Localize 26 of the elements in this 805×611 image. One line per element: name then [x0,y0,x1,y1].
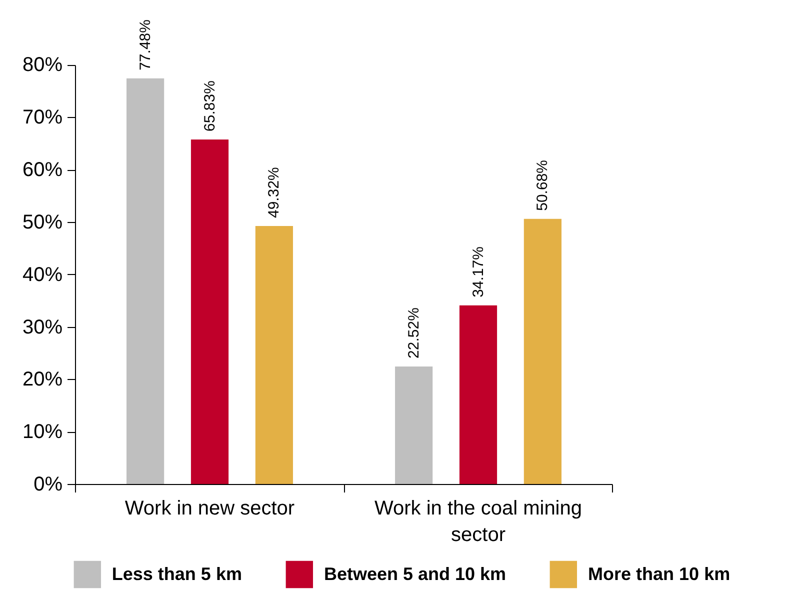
y-tick-label: 80% [22,54,63,76]
y-tick-label: 40% [22,264,63,286]
data-label: 65.83% [201,80,218,132]
y-tick-label: 20% [22,368,63,391]
data-label: 22.52% [405,308,422,358]
y-tick-label: 30% [22,316,63,338]
y-tick-label: 70% [22,106,63,129]
bar [126,78,164,484]
x-tick-label: Work in new sector [124,498,295,520]
y-tick-label: 10% [22,421,63,444]
bar [524,218,562,484]
bar [190,139,229,484]
data-label: 77.48% [136,20,154,70]
legend-label: More than 10 km [588,564,730,584]
bar [255,226,293,484]
y-tick-label: 60% [22,159,63,182]
data-label: 34.17% [470,246,487,298]
y-tick-label: 50% [22,211,63,234]
data-label: 50.68% [534,160,552,211]
legend-label: Between 5 and 10 km [324,564,506,584]
bar [395,366,433,484]
bar [459,305,498,484]
y-tick-label: 0% [34,474,63,496]
legend-label: Less than 5 km [112,564,242,584]
data-label: 49.32% [266,167,283,218]
x-tick-label: Work in the coal mining sector [374,498,582,546]
